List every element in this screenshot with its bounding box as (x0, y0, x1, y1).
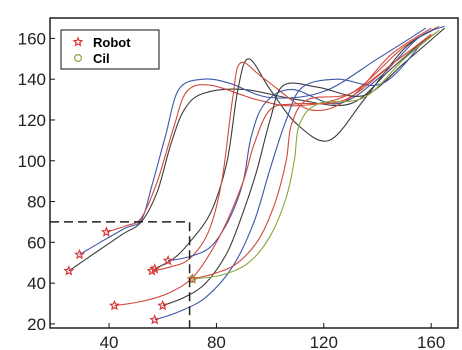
series-line-9 (192, 33, 432, 280)
x-tick-label: 40 (100, 333, 119, 350)
x-tick-label: 120 (310, 333, 338, 350)
legend-star-marker (72, 36, 84, 47)
reference-box-line (50, 221, 191, 328)
x-tick-label: 80 (207, 333, 226, 350)
legend: Robot Cil (60, 29, 160, 70)
series-line-6 (114, 31, 437, 307)
start-marker-4 (146, 265, 158, 276)
series-line-7 (162, 27, 445, 307)
start-marker-0 (63, 265, 75, 276)
x-tick-label: 160 (417, 333, 445, 350)
start-marker-5 (162, 254, 174, 266)
y-tick-label: 20 (27, 315, 46, 334)
legend-label-cil: Cil (93, 51, 110, 66)
series-line-8 (154, 38, 427, 321)
y-tick-label: 160 (18, 29, 46, 48)
legend-circle-marker (73, 53, 82, 62)
start-marker-1 (74, 248, 85, 260)
legend-marker-cil (73, 53, 82, 62)
start-marker-6 (108, 299, 120, 311)
y-tick-label: 120 (18, 111, 46, 130)
y-tick-label: 100 (18, 152, 46, 171)
series-line-2 (106, 25, 440, 233)
start-marker-7 (157, 299, 169, 311)
series-line-10 (192, 29, 440, 280)
axis-ticks: 40 80 120 160 20 40 60 80 100 120 140 160 (18, 29, 446, 350)
legend-label-robot: Robot (93, 35, 131, 50)
reference-box (50, 221, 191, 328)
start-marker-8 (149, 314, 161, 325)
y-tick-label: 140 (18, 70, 46, 89)
series-layer (63, 25, 445, 325)
start-marker-2 (100, 226, 112, 237)
legend-marker-robot (72, 36, 84, 47)
legend-box (60, 29, 160, 70)
y-tick-label: 40 (27, 274, 46, 293)
y-tick-label: 60 (27, 233, 46, 252)
series-line-1 (79, 27, 427, 256)
series-line-5 (167, 25, 445, 262)
series-line-0 (68, 33, 432, 272)
y-tick-label: 80 (27, 193, 46, 212)
